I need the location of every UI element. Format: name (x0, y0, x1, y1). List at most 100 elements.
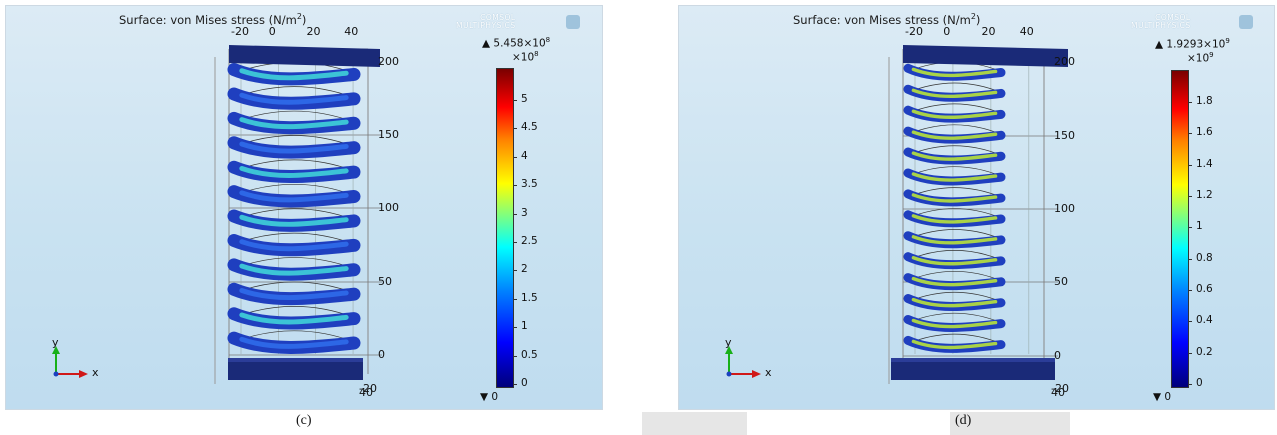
stress-highlight (239, 288, 349, 301)
stress-highlight (911, 67, 998, 78)
colorbar-tick-mark (1188, 196, 1192, 197)
axis-tick-label-right: 200 (378, 55, 399, 68)
colorbar-tick-mark (513, 384, 517, 385)
comsol-logo: COMSOL MULTIPHYSICS (1131, 13, 1191, 30)
stress-highlight (239, 117, 349, 130)
axis-tick-label-bottom: -20 (359, 382, 377, 395)
bottom-plate-top-face (891, 358, 1055, 362)
colorbar-tick-mark (1188, 164, 1192, 166)
colorbar-tick-label: 4 (521, 149, 528, 162)
stress-highlight (911, 109, 998, 119)
comsol-logo: COMSOL MULTIPHYSICS (456, 13, 516, 30)
axis-tick-label-right: 100 (1054, 202, 1075, 215)
stress-highlight (911, 256, 998, 266)
colorbar-exponent-label: ×108 (512, 50, 539, 64)
triad-origin (726, 371, 732, 377)
stress-highlight (911, 297, 998, 308)
colorbar-exponent-label: ×109 (1187, 51, 1214, 65)
colorbar-tick-mark (513, 128, 517, 130)
stress-highlight (239, 312, 349, 325)
colorbar-tick-mark (1188, 227, 1192, 229)
stress-highlight (239, 68, 349, 81)
colorbar-tick-label: 0 (521, 377, 528, 389)
triad-y-label: y (725, 336, 732, 349)
stress-highlight (911, 214, 998, 224)
spring-3d-view[interactable] (679, 6, 1274, 409)
axis-tick-label-right: 50 (1054, 275, 1068, 288)
watermark-bar-right (950, 412, 1070, 435)
stress-highlight (911, 276, 998, 287)
colorbar-tick-label: 3 (521, 206, 528, 219)
stress-highlight (239, 263, 349, 276)
triad-x-arrow-icon (752, 370, 761, 378)
axis-tick-label-top: 40 (344, 25, 359, 38)
colorbar-tick-label: 1.2 (1196, 189, 1213, 201)
colorbar-tick-label: 1.6 (1196, 126, 1213, 139)
triad-x-label: x (765, 366, 772, 379)
comsol-logo-icon (1239, 15, 1253, 29)
colorbar-tick-label: 0.8 (1196, 251, 1213, 264)
stress-highlight (239, 239, 349, 252)
colorbar-tick-label: 1.8 (1196, 95, 1213, 107)
axis-tick-label-bottom: 40 (1051, 386, 1065, 399)
colorbar-tick-label: 4.5 (521, 121, 538, 134)
axis-tick-label-bottom: 40 (359, 386, 373, 399)
stress-highlight (911, 318, 998, 329)
colorbar-tick-label: 0.6 (1196, 283, 1213, 295)
colorbar-tick-mark (1188, 290, 1192, 291)
colorbar-tick-label: 0.5 (521, 348, 538, 361)
triad-x-label: x (92, 366, 99, 379)
colorbar-tick-label: 3.5 (521, 178, 538, 191)
stress-highlight (239, 190, 349, 203)
stress-highlight (239, 141, 349, 154)
axis-tick-label-right: 0 (378, 348, 385, 361)
bottom-plate-top-face (228, 358, 363, 362)
axis-tick-label-top: 20 (981, 25, 996, 38)
axis-tick-label-top: 0 (268, 25, 276, 38)
colorbar-tick-label: 0.4 (1196, 314, 1213, 327)
triad-y-arrow-icon (725, 346, 733, 354)
caption-d: (d) (955, 413, 972, 428)
triad-origin (53, 371, 59, 377)
bottom-plate (891, 358, 1055, 380)
spring-3d-view[interactable] (6, 6, 602, 409)
colorbar-tick-mark (1188, 352, 1192, 354)
colorbar-tick-mark (513, 270, 517, 272)
watermark-bar-left (642, 412, 747, 435)
axis-tick-label-right: 150 (1054, 129, 1075, 142)
colorbar (496, 68, 514, 388)
plot-title: Surface: von Mises stress (N/m2) (119, 12, 307, 27)
axis-tick-label-top: -20 (905, 25, 923, 38)
stress-highlight (239, 336, 349, 349)
colorbar (1171, 70, 1189, 388)
colorbar-tick-mark (513, 327, 517, 329)
axis-tick-label-right: 200 (1054, 55, 1075, 68)
colorbar-tick-mark (513, 185, 517, 187)
stress-highlight (911, 193, 998, 203)
stress-highlight (239, 165, 349, 178)
viewport-panel-c[interactable]: Surface: von Mises stress (N/m2) COMSOL M… (5, 5, 603, 410)
stress-highlight (911, 151, 998, 161)
triad-y-arrow-icon (52, 346, 60, 354)
axis-tick-label-top: 20 (306, 25, 321, 38)
colorbar-tick-mark (1188, 102, 1192, 103)
colorbar-max-label: ▲ 5.458×108 (482, 36, 551, 50)
colorbar-tick-label: 0.2 (1196, 345, 1213, 358)
axis-tick-label-right: 50 (378, 275, 392, 288)
colorbar-tick-label: 2 (521, 263, 528, 276)
stress-highlight (911, 339, 998, 350)
stress-highlight (911, 88, 998, 99)
colorbar-tick-mark (1188, 321, 1192, 323)
colorbar-min-label: ▼ 0 (480, 391, 499, 403)
colorbar-tick-mark (513, 298, 517, 300)
colorbar-tick-mark (1188, 384, 1192, 385)
axis-tick-label-top: 40 (1019, 25, 1034, 38)
stress-highlight (911, 172, 998, 182)
viewport-panel-d[interactable]: Surface: von Mises stress (N/m2) COMSOL M… (678, 5, 1275, 410)
axis-tick-label-right: 100 (378, 201, 399, 214)
colorbar-tick-label: 1 (521, 320, 528, 333)
axis-tick-label-right: 0 (1054, 349, 1061, 362)
axis-tick-label-top: 0 (943, 25, 951, 38)
triad-x-arrow-icon (79, 370, 88, 378)
colorbar-tick-label: 0 (1196, 377, 1203, 389)
